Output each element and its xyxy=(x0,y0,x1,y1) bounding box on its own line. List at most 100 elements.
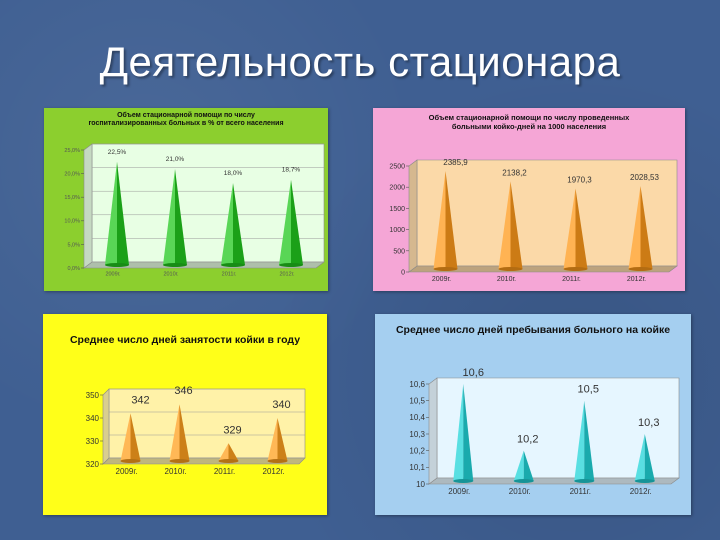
x-tick-label: 2011г. xyxy=(222,272,237,278)
x-tick-label: 2010г. xyxy=(165,467,187,476)
cone-dark-side xyxy=(523,450,534,483)
bar-cone-2010г. xyxy=(513,450,534,483)
cone-base xyxy=(279,263,303,267)
x-tick-label: 2009г. xyxy=(448,487,470,496)
bar-cone-2009г. xyxy=(453,384,474,483)
chart-panel-bed-occupancy: Среднее число дней занятости койки в год… xyxy=(43,314,327,515)
chart-panel-hospitalized: Объем стационарной помощи по числу госпи… xyxy=(44,108,328,291)
y-tick-label: 10,2 xyxy=(409,446,425,455)
bar-cone-2011г. xyxy=(574,400,595,483)
bar-cone-2010г. xyxy=(169,404,190,463)
x-tick-label: 2010г. xyxy=(509,487,531,496)
cone-light-side xyxy=(279,179,291,267)
cone-base xyxy=(634,479,655,483)
bar-cone-2010г. xyxy=(498,181,523,271)
x-tick-label: 2012г. xyxy=(279,272,295,278)
cone-light-side xyxy=(513,450,524,483)
y-tick-label: 2500 xyxy=(389,163,405,170)
cone-dark-side xyxy=(644,434,655,483)
bar-cone-2012г. xyxy=(634,434,655,483)
data-label: 342 xyxy=(131,394,149,406)
y-tick-label: 10,6 xyxy=(409,380,425,389)
data-label: 329 xyxy=(223,424,241,436)
cone-light-side xyxy=(221,183,233,267)
y-tick-label: 10,1 xyxy=(409,463,425,472)
x-tick-label: 2012г. xyxy=(630,487,652,496)
y-tick-label: 10,3 xyxy=(409,430,425,439)
cone-base xyxy=(498,267,523,271)
cone-dark-side xyxy=(130,413,141,463)
data-label: 10,2 xyxy=(517,434,538,446)
y-tick-label: 5,0% xyxy=(67,242,80,248)
cone-base xyxy=(120,459,141,463)
bar-cone-2011г. xyxy=(221,183,245,267)
y-tick-label: 350 xyxy=(86,391,100,400)
cone-base xyxy=(513,479,534,483)
cone-light-side xyxy=(634,434,645,483)
cone-light-side xyxy=(628,185,641,271)
y-tick-label: 320 xyxy=(86,460,100,469)
chart-title: Объем стационарной помощи по числу госпи… xyxy=(88,112,284,128)
y-tick-label: 0 xyxy=(401,269,405,276)
data-label: 346 xyxy=(174,385,192,397)
data-label: 1970,3 xyxy=(567,175,592,184)
chart-title: Среднее число дней занятости койки в год… xyxy=(69,334,301,346)
y-tick-label: 10,5 xyxy=(409,396,425,405)
data-label: 10,6 xyxy=(463,367,484,379)
cone-dark-side xyxy=(584,400,595,483)
chart-svg: 320 330 340 350 342 2009г. 346 2010г. 329 2011г. 3… xyxy=(86,385,306,476)
cone-base xyxy=(163,263,187,267)
cone-base xyxy=(574,479,595,483)
cone-dark-side xyxy=(463,384,474,483)
plot-side-wall xyxy=(102,388,110,465)
chart-svg: 10 10,1 10,2 10,3 10,4 10,5 10,6 10,6 2009г. 10,2… xyxy=(409,367,680,496)
y-tick-label: 10,0% xyxy=(64,219,80,225)
cone-light-side xyxy=(563,188,576,271)
bar-cone-2011г. xyxy=(563,188,588,271)
chart-title: Объем стационарной помощи по числу прове… xyxy=(428,113,630,131)
plot-side-wall xyxy=(428,377,438,485)
cone-light-side xyxy=(163,168,175,267)
bar-cone-2012г. xyxy=(628,185,653,271)
y-tick-label: 500 xyxy=(393,248,405,255)
data-label: 18,0% xyxy=(224,170,243,177)
cone-base xyxy=(267,459,288,463)
cone-light-side xyxy=(120,413,131,463)
y-tick-label: 25,0% xyxy=(64,148,80,154)
cone-light-side xyxy=(267,418,278,463)
bar-cone-2010г. xyxy=(163,168,187,267)
y-tick-label: 330 xyxy=(86,437,100,446)
x-tick-label: 2009г. xyxy=(105,272,121,278)
cone-base xyxy=(453,479,474,483)
cone-base xyxy=(221,263,245,267)
cone-light-side xyxy=(105,161,117,267)
x-tick-label: 2012г. xyxy=(627,276,646,283)
cone-dark-side xyxy=(179,404,190,463)
y-tick-label: 2000 xyxy=(389,185,405,192)
cone-base xyxy=(169,459,190,463)
cone-dark-side xyxy=(640,185,653,271)
cone-base xyxy=(563,267,588,271)
y-tick-label: 20,0% xyxy=(64,172,80,178)
y-tick-label: 10,4 xyxy=(409,413,425,422)
y-tick-label: 1000 xyxy=(389,227,405,234)
bar-cone-2009г. xyxy=(105,161,129,267)
plot-side-wall xyxy=(408,159,418,273)
cone-dark-side xyxy=(575,188,588,271)
data-label: 22,5% xyxy=(108,149,127,156)
x-tick-label: 2011г. xyxy=(570,487,591,496)
data-label: 10,3 xyxy=(638,417,659,429)
chart-title: Среднее число дней пребывания больного н… xyxy=(395,324,671,336)
y-tick-label: 10 xyxy=(416,480,425,489)
x-tick-label: 2010г. xyxy=(497,276,516,283)
y-tick-label: 340 xyxy=(86,414,100,423)
y-tick-label: 15,0% xyxy=(64,195,80,201)
x-tick-label: 2010г. xyxy=(163,272,179,278)
cone-dark-side xyxy=(445,170,458,271)
cone-base xyxy=(218,459,239,463)
y-tick-label: 0,0% xyxy=(67,266,80,272)
data-label: 2385,9 xyxy=(443,158,468,167)
bar-cone-2009г. xyxy=(433,170,458,271)
cone-dark-side xyxy=(510,181,523,271)
bar-cone-2012г. xyxy=(267,418,288,463)
